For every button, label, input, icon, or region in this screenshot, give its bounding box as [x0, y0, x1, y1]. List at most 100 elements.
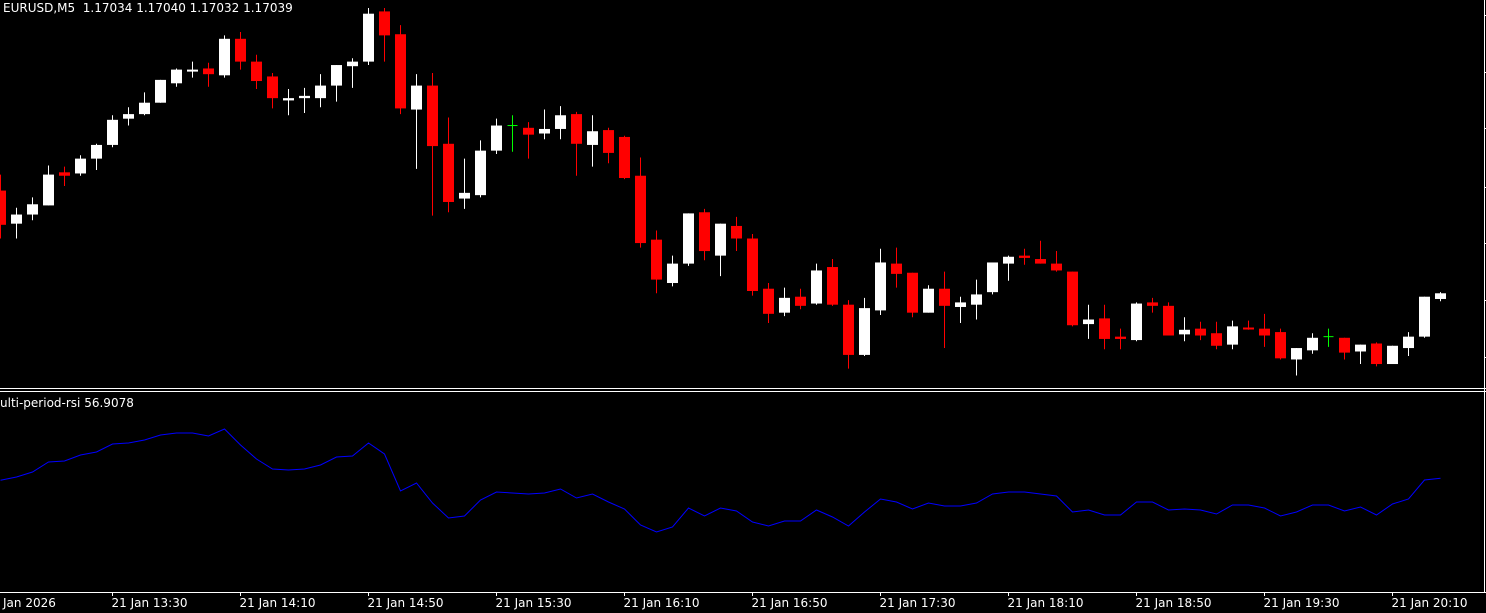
candle-body [1179, 329, 1190, 335]
candle [107, 115, 118, 148]
candle-body [1403, 336, 1414, 349]
candle-body [123, 114, 134, 119]
candle [587, 115, 598, 167]
candle [379, 7, 390, 62]
candle-body [667, 263, 678, 284]
candle-body [715, 223, 726, 256]
candle [651, 230, 662, 294]
candle [203, 62, 214, 87]
candle [43, 165, 54, 206]
candle [843, 300, 854, 369]
candle [299, 87, 310, 113]
candle-body [1067, 271, 1078, 326]
candle [827, 259, 838, 306]
time-axis-date-label: Jan 2026 [3, 596, 56, 610]
candle [1163, 302, 1174, 336]
candle [1099, 304, 1110, 350]
candle [1355, 344, 1366, 365]
candle [1083, 304, 1094, 339]
candle-body [731, 225, 742, 239]
candle [987, 262, 998, 295]
candle-body [875, 262, 886, 311]
candle [939, 271, 950, 349]
candle-body [43, 174, 54, 206]
candle-body [1435, 293, 1446, 299]
candle-body [1211, 333, 1222, 346]
candle [1403, 332, 1414, 357]
candle-body [603, 130, 614, 153]
candle-body [443, 143, 454, 202]
candle [1435, 292, 1446, 302]
candle [1179, 317, 1190, 342]
candle [795, 288, 806, 310]
candle [539, 109, 550, 140]
candle [1035, 240, 1046, 264]
candle [459, 158, 470, 209]
candle [251, 54, 262, 90]
candle-body [907, 272, 918, 313]
time-tick-label: 21 Jan 16:50 [751, 596, 828, 610]
candle-body [187, 69, 198, 72]
candle-body [1035, 259, 1046, 264]
candle [331, 65, 342, 102]
indicator-name: ulti-period-rsi [0, 396, 81, 410]
candle-body [699, 212, 710, 252]
candle-body [299, 95, 310, 99]
candle-body [331, 65, 342, 86]
candle-body [139, 102, 150, 115]
candle [1339, 337, 1350, 360]
candle [187, 61, 198, 78]
candle [219, 35, 230, 78]
candle [555, 106, 566, 140]
time-tick-label: 21 Jan 15:30 [495, 596, 572, 610]
candle [683, 213, 694, 266]
ohlc-readout: 1.17034 1.17040 1.17032 1.17039 [82, 1, 293, 15]
candle [411, 74, 422, 169]
time-tick-label: 21 Jan 16:10 [623, 596, 700, 610]
candle-body [971, 294, 982, 305]
candle [1307, 333, 1318, 354]
candle [1323, 328, 1334, 347]
candle [811, 263, 822, 305]
time-axis-ticks [112, 592, 1393, 596]
candle [315, 74, 326, 108]
candle-body [59, 172, 70, 176]
candle [1147, 297, 1158, 313]
candle [571, 111, 582, 176]
candle [427, 73, 438, 216]
candle-body [411, 85, 422, 110]
candle [347, 58, 358, 88]
candle [667, 255, 678, 287]
candle-body [0, 190, 6, 225]
candle-body [619, 136, 630, 179]
candle [155, 79, 166, 103]
candle [27, 197, 38, 221]
candle-body [923, 288, 934, 313]
candle-body [1387, 345, 1398, 365]
candle-body [1243, 327, 1254, 330]
candle [1275, 328, 1286, 360]
candle [731, 216, 742, 252]
time-tick-label: 21 Jan 18:50 [1135, 596, 1212, 610]
candle [123, 107, 134, 126]
candle-body [315, 85, 326, 99]
candle [59, 166, 70, 187]
candle-body [1195, 328, 1206, 336]
candle-body [1371, 343, 1382, 365]
candle-body [267, 76, 278, 99]
candle [267, 73, 278, 109]
candle-body [475, 150, 486, 196]
candle-body [987, 262, 998, 293]
candle [171, 68, 182, 87]
candle-body [491, 125, 502, 151]
candle-body [587, 131, 598, 145]
candle-body [1051, 263, 1062, 271]
candle [11, 207, 22, 239]
candle [619, 135, 630, 180]
candle [763, 283, 774, 323]
candle-body [459, 192, 470, 199]
candle-body [635, 175, 646, 244]
symbol-label: EURUSD,M5 [3, 1, 76, 15]
candle [75, 155, 86, 176]
